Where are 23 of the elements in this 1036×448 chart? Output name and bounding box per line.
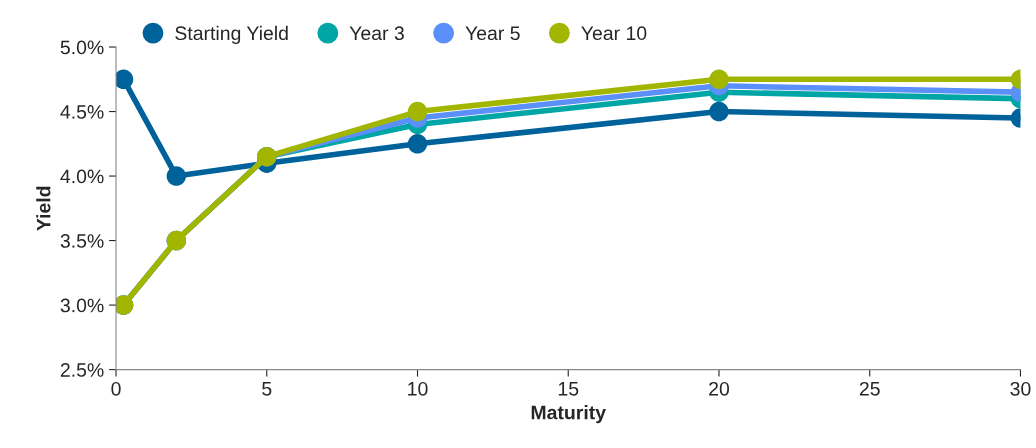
point [116, 69, 134, 90]
y-tick-label: 4.5% [60, 105, 104, 119]
legend-label: Year 5 [465, 26, 520, 41]
x-tick-label: 15 [558, 382, 579, 396]
x-tick-label: 10 [408, 381, 428, 396]
legend-label: Year 10 [581, 26, 647, 41]
y-tick-label: 3.0% [60, 298, 104, 313]
y-tick-label: 2.5% [60, 363, 104, 377]
y-tick-label: 4.0% [60, 169, 104, 184]
x-tick-label: 25 [859, 381, 880, 396]
point [166, 166, 187, 186]
x-tick-label: 20 [709, 381, 730, 396]
y-axis-title: Yield [36, 186, 51, 231]
x-tick-label: 5 [262, 382, 272, 396]
y-tick-label: 5.0% [60, 40, 104, 55]
x-tick-label: 0 [111, 381, 121, 396]
y-tick-label: 3.5% [60, 234, 104, 248]
legend-label: Year 3 [349, 26, 404, 41]
point [407, 101, 428, 122]
point [407, 134, 428, 154]
x-axis-title: Maturity [531, 405, 606, 424]
x-tick-label: 30 [1010, 381, 1031, 396]
legend-label: Starting Yield [175, 25, 288, 44]
